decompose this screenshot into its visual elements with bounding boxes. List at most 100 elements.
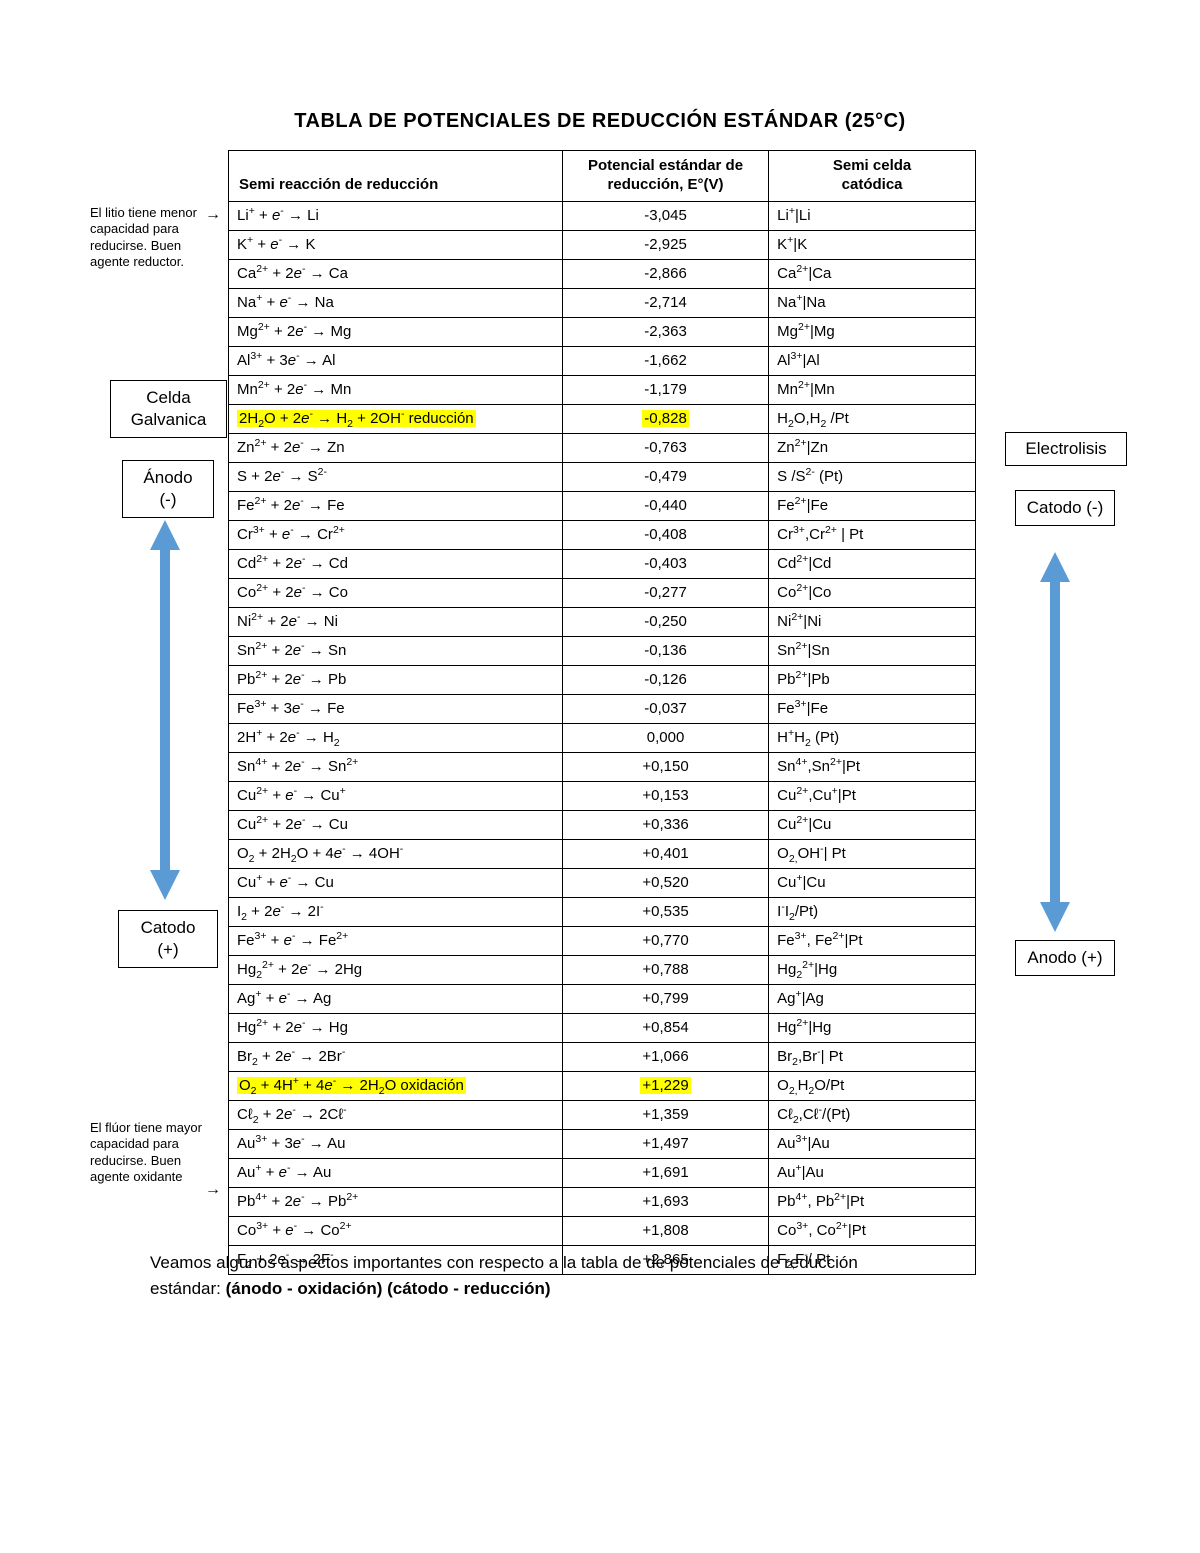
cell-reaction: Cu+ + e- → Cu [229,868,563,897]
reduction-potentials-table: Semi reacción de reducción Potencial est… [228,150,976,1275]
cell-potential: +1,808 [562,1216,768,1245]
cell-potential: -0,403 [562,549,768,578]
cell-potential: 0,000 [562,723,768,752]
table-row: Ag+ + e- → Ag+0,799Ag+|Ag [229,984,976,1013]
cell-reaction: O2 + 4H+ + 4e- → 2H2O oxidación [229,1071,563,1100]
table-row: Fe2+ + 2e- → Fe-0,440Fe2+|Fe [229,491,976,520]
cell-halfcell: Hg22+|Hg [769,955,976,984]
cell-potential: +0,770 [562,926,768,955]
table-row: Li+ + e- → Li-3,045Li+|Li [229,201,976,230]
table-row: Co3+ + e- → Co2++1,808Co3+, Co2+|Pt [229,1216,976,1245]
cell-potential: +1,693 [562,1187,768,1216]
table-row: Cu2+ + 2e- → Cu+0,336Cu2+|Cu [229,810,976,839]
cell-potential: +0,401 [562,839,768,868]
cell-potential: -0,136 [562,636,768,665]
table-row: Mg2+ + 2e- → Mg-2,363Mg2+|Mg [229,317,976,346]
cell-reaction: Li+ + e- → Li [229,201,563,230]
table-header-row: Semi reacción de reducción Potencial est… [229,151,976,202]
cell-halfcell: O2,H2O/Pt [769,1071,976,1100]
cell-halfcell: Cd2+|Cd [769,549,976,578]
cell-reaction: Mn2+ + 2e- → Mn [229,375,563,404]
cell-halfcell: O2,OH-| Pt [769,839,976,868]
table-row: Fe3+ + 3e- → Fe-0,037Fe3+|Fe [229,694,976,723]
cell-reaction: Cu2+ + e- → Cu+ [229,781,563,810]
cell-reaction: 2H2O + 2e- → H2 + 2OH- reducción [229,404,563,433]
cell-halfcell: Ni2+|Ni [769,607,976,636]
cell-reaction: Br2 + 2e- → 2Br- [229,1042,563,1071]
cell-halfcell: Fe2+|Fe [769,491,976,520]
cell-halfcell: Ag+|Ag [769,984,976,1013]
cell-reaction: Co2+ + 2e- → Co [229,578,563,607]
cell-reaction: Ca2+ + 2e- → Ca [229,259,563,288]
table-row: Co2+ + 2e- → Co-0,277Co2+|Co [229,578,976,607]
table-row: Hg2+ + 2e- → Hg+0,854Hg2+|Hg [229,1013,976,1042]
cell-potential: -2,363 [562,317,768,346]
table-row: Cℓ2 + 2e- → 2Cℓ-+1,359Cℓ2,Cℓ-/(Pt) [229,1100,976,1129]
cell-halfcell: H2O,H2 /Pt [769,404,976,433]
cell-halfcell: I-I2/Pt) [769,897,976,926]
cell-potential: -0,479 [562,462,768,491]
col-header-halfcell: Semi celdacatódica [769,151,976,202]
cell-reaction: Fe3+ + e- → Fe2+ [229,926,563,955]
label-galvanic-cell: Celda Galvanica [110,380,227,438]
cell-halfcell: Co3+, Co2+|Pt [769,1216,976,1245]
cell-potential: -2,866 [562,259,768,288]
cell-reaction: 2H+ + 2e- → H2 [229,723,563,752]
cell-reaction: Na+ + e- → Na [229,288,563,317]
cell-potential: +1,691 [562,1158,768,1187]
cell-halfcell: Sn4+,Sn2+|Pt [769,752,976,781]
cell-halfcell: Cℓ2,Cℓ-/(Pt) [769,1100,976,1129]
cell-halfcell: Na+|Na [769,288,976,317]
cell-reaction: Ni2+ + 2e- → Ni [229,607,563,636]
label-galvanic-cathode: Catodo (+) [118,910,218,968]
table-row: Au3+ + 3e- → Au+1,497Au3+|Au [229,1129,976,1158]
table-row: Na+ + e- → Na-2,714Na+|Na [229,288,976,317]
table-row: Sn2+ + 2e- → Sn-0,136Sn2+|Sn [229,636,976,665]
cell-reaction: Al3+ + 3e- → Al [229,346,563,375]
cell-potential: +0,788 [562,955,768,984]
cell-halfcell: Sn2+|Sn [769,636,976,665]
cell-reaction: Au3+ + 3e- → Au [229,1129,563,1158]
cell-halfcell: K+|K [769,230,976,259]
cell-reaction: Cr3+ + e- → Cr2+ [229,520,563,549]
footer-text: Veamos algunos aspectos importantes con … [150,1250,980,1301]
cell-halfcell: H+H2 (Pt) [769,723,976,752]
cell-potential: -1,179 [562,375,768,404]
arrow-left-icon [145,520,165,900]
cell-potential: -0,828 [562,404,768,433]
cell-potential: -2,714 [562,288,768,317]
pointer-bottom-icon: → [205,1182,221,1198]
cell-potential: +0,520 [562,868,768,897]
cell-reaction: Sn4+ + 2e- → Sn2+ [229,752,563,781]
cell-potential: +1,359 [562,1100,768,1129]
table-row: K+ + e- → K-2,925K+|K [229,230,976,259]
label-electrolysis-cathode: Catodo (-) [1015,490,1115,526]
label-galvanic-anode: Ánodo (-) [122,460,214,518]
cell-reaction: Co3+ + e- → Co2+ [229,1216,563,1245]
cell-potential: -0,763 [562,433,768,462]
cell-potential: +1,066 [562,1042,768,1071]
cell-halfcell: Zn2+|Zn [769,433,976,462]
note-top-left: El litio tiene menor capacidad para redu… [90,205,220,270]
cell-halfcell: Br2,Br-| Pt [769,1042,976,1071]
table-row: Cu2+ + e- → Cu++0,153Cu2+,Cu+|Pt [229,781,976,810]
cell-reaction: Hg2+ + 2e- → Hg [229,1013,563,1042]
cell-halfcell: Pb2+|Pb [769,665,976,694]
cell-halfcell: Fe3+|Fe [769,694,976,723]
table-row: Al3+ + 3e- → Al-1,662Al3+|Al [229,346,976,375]
cell-potential: -1,662 [562,346,768,375]
cell-potential: -3,045 [562,201,768,230]
cell-reaction: Au+ + e- → Au [229,1158,563,1187]
cell-reaction: Fe2+ + 2e- → Fe [229,491,563,520]
table-row: Mn2+ + 2e- → Mn-1,179Mn2+|Mn [229,375,976,404]
cell-reaction: Zn2+ + 2e- → Zn [229,433,563,462]
cell-halfcell: Mg2+|Mg [769,317,976,346]
table-container: Semi reacción de reducción Potencial est… [228,150,976,1275]
cell-halfcell: Al3+|Al [769,346,976,375]
label-electrolysis: Electrolisis [1005,432,1127,466]
cell-halfcell: Cu+|Cu [769,868,976,897]
table-row: Au+ + e- → Au+1,691Au+|Au [229,1158,976,1187]
cell-halfcell: Cr3+,Cr2+ | Pt [769,520,976,549]
note-bottom-left: El flúor tiene mayor capacidad para redu… [90,1120,220,1185]
cell-potential: +1,229 [562,1071,768,1100]
